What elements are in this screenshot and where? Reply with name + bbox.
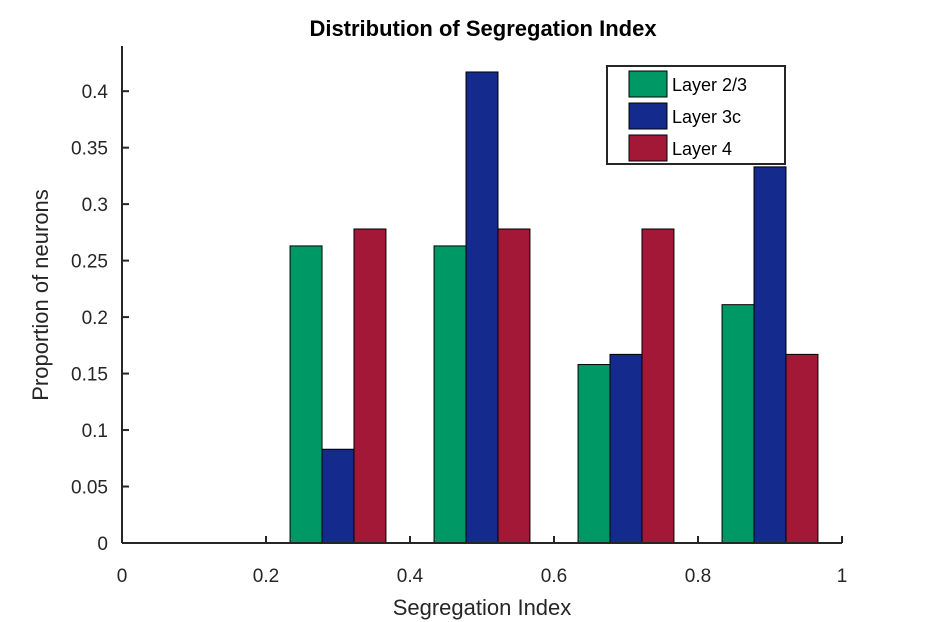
bar-layer-3c-0 <box>321 448 355 544</box>
bar-layer-4-0 <box>353 228 387 544</box>
legend-label: Layer 3c <box>672 107 741 127</box>
bar-layer-4-3 <box>785 353 819 544</box>
x-axis-label: Segregation Index <box>393 595 572 620</box>
legend: Layer 2/3 Layer 3c Layer 4 <box>606 65 786 165</box>
y-tick-label: 0.4 <box>82 82 109 103</box>
legend-swatch <box>628 102 668 130</box>
y-tick-label: 0.15 <box>71 365 108 386</box>
y-tick-label: 0.05 <box>71 478 108 499</box>
bar-layer-3c-1 <box>465 71 499 544</box>
y-axis-label: Proportion of neurons <box>28 189 53 401</box>
bars-group <box>289 71 819 544</box>
y-tick-label: 0.25 <box>71 252 108 273</box>
bar-layer-2-3-0 <box>289 245 323 544</box>
x-tick-label: 0 <box>117 566 128 587</box>
bar-layer-4-1 <box>497 228 531 544</box>
bar-layer-3c-3 <box>753 166 787 544</box>
y-tick-label: 0.35 <box>71 139 108 160</box>
legend-swatch <box>628 134 668 162</box>
x-tick-label: 0.4 <box>397 566 424 587</box>
y-tick-label: 0 <box>97 534 108 555</box>
y-tick-label: 0.2 <box>82 308 108 329</box>
bar-layer-2-3-1 <box>433 245 467 544</box>
bar-layer-2-3-2 <box>577 364 611 544</box>
chart-title: Distribution of Segregation Index <box>309 16 657 41</box>
y-tick-label: 0.1 <box>82 421 108 442</box>
bar-layer-2-3-3 <box>721 304 755 544</box>
bar-layer-4-2 <box>641 228 675 544</box>
legend-label: Layer 4 <box>672 139 732 159</box>
x-tick-label: 0.6 <box>541 566 567 587</box>
legend-label: Layer 2/3 <box>672 75 747 95</box>
y-tick-label: 0.3 <box>82 195 108 216</box>
legend-swatch <box>628 70 668 98</box>
bar-layer-3c-2 <box>609 353 643 544</box>
x-tick-label: 0.2 <box>253 566 279 587</box>
axes-group: 0 0.2 0.4 0.6 0.8 1 0 0.05 0.1 0.15 0.2 0.25 0.3 0.35… <box>71 46 847 587</box>
x-tick-label: 1 <box>837 566 848 587</box>
x-tick-label: 0.8 <box>685 566 711 587</box>
